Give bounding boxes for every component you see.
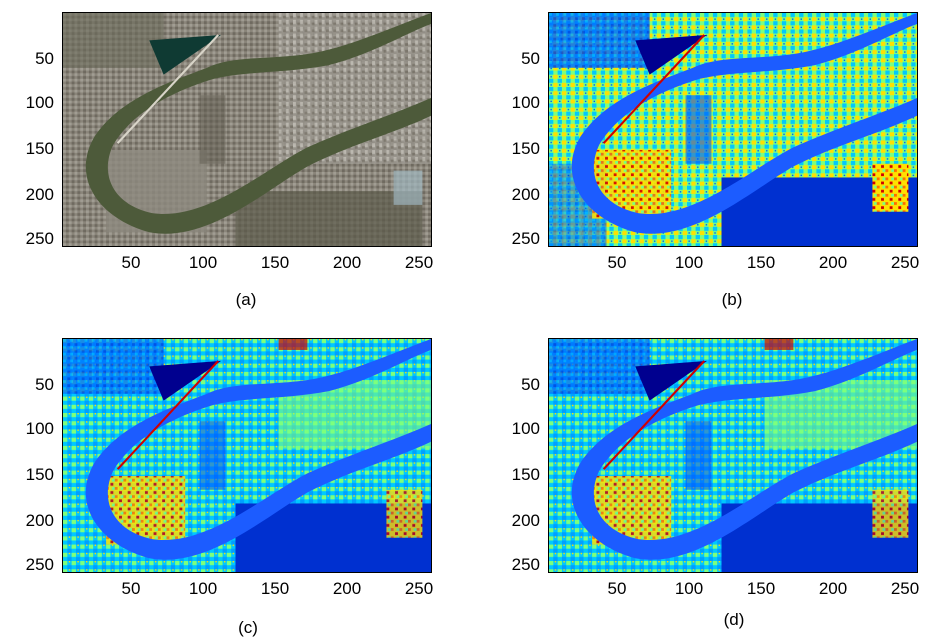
y-tick-label: 150 xyxy=(25,139,54,158)
x-tick-label: 150 xyxy=(746,579,776,598)
y-tick-label: 50 xyxy=(521,375,540,394)
y-tick-label: 100 xyxy=(511,93,540,112)
x-tick-label: 100 xyxy=(674,579,704,598)
image-plot-c xyxy=(62,338,432,573)
y-tick-label: 150 xyxy=(25,465,54,484)
satellite-image-rgb xyxy=(63,13,431,246)
x-tick-label: 150 xyxy=(260,579,290,598)
image-plot-a xyxy=(62,12,432,247)
y-tick-label: 150 xyxy=(511,465,540,484)
y-tick-label: 250 xyxy=(511,555,540,574)
y-tick-label: 250 xyxy=(25,229,54,248)
y-tick-label: 200 xyxy=(25,511,54,530)
x-tick-label: 50 xyxy=(121,253,141,272)
y-tick-label: 100 xyxy=(25,419,54,438)
x-tick-label: 250 xyxy=(404,579,434,598)
x-tick-label: 150 xyxy=(260,253,290,272)
y-tick-label: 100 xyxy=(511,419,540,438)
x-tick-label: 200 xyxy=(818,579,848,598)
y-tick-label: 150 xyxy=(511,139,540,158)
x-tick-label: 50 xyxy=(121,579,141,598)
panel-caption: (d) xyxy=(723,610,745,629)
image-plot-d xyxy=(548,338,918,573)
y-tick-label: 250 xyxy=(511,229,540,248)
x-tick-label: 100 xyxy=(188,579,218,598)
panel-caption: (a) xyxy=(235,290,257,309)
x-tick-label: 250 xyxy=(404,253,434,272)
classification-map-jet xyxy=(549,339,917,572)
x-tick-label: 150 xyxy=(746,253,776,272)
x-tick-label: 50 xyxy=(607,579,627,598)
y-tick-label: 50 xyxy=(521,49,540,68)
y-tick-label: 250 xyxy=(25,555,54,574)
x-tick-label: 200 xyxy=(818,253,848,272)
x-tick-label: 200 xyxy=(332,253,362,272)
y-tick-label: 200 xyxy=(511,185,540,204)
x-tick-label: 250 xyxy=(890,253,920,272)
panel-caption: (c) xyxy=(238,618,258,637)
y-tick-label: 50 xyxy=(35,49,54,68)
x-tick-label: 250 xyxy=(890,579,920,598)
classification-map-jet xyxy=(63,339,431,572)
y-tick-label: 200 xyxy=(511,511,540,530)
classification-map-jet xyxy=(549,13,917,246)
panel-caption: (b) xyxy=(721,290,743,309)
x-tick-label: 200 xyxy=(332,579,362,598)
y-tick-label: 50 xyxy=(35,375,54,394)
x-tick-label: 100 xyxy=(188,253,218,272)
y-tick-label: 200 xyxy=(25,185,54,204)
image-plot-b xyxy=(548,12,918,247)
x-tick-label: 50 xyxy=(607,253,627,272)
y-tick-label: 100 xyxy=(25,93,54,112)
x-tick-label: 100 xyxy=(674,253,704,272)
